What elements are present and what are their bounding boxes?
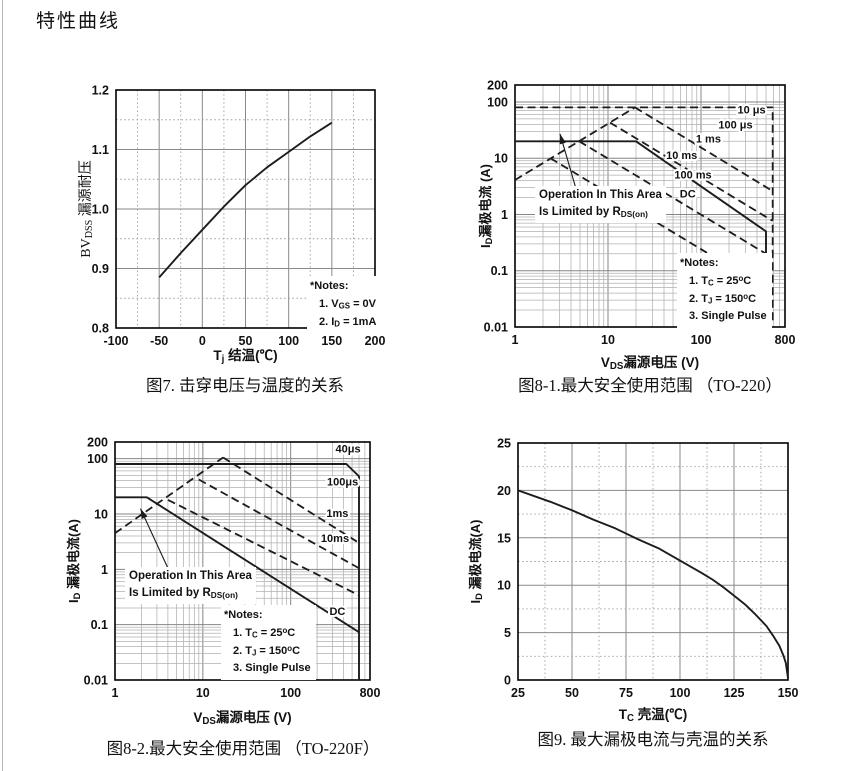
svg-text:10: 10 xyxy=(94,508,108,522)
figure7-plot: -100 -50 0 50 100 150 200 1.2 1.1 1.0 0.9 0.8 xyxy=(92,84,386,349)
svg-text:100: 100 xyxy=(280,686,301,700)
figure8-1-soa-to220-chart: 10 μs 100 μs 1 ms 10 ms 100 ms DC 1 10 100 800 200… xyxy=(445,67,847,402)
svg-text:100: 100 xyxy=(670,686,691,700)
figure8-2-notes: *Notes: 1. TC = 25oC 2. TJ = 150oC 3. Singl… xyxy=(221,605,316,681)
text-line: 2. ID = 1mA xyxy=(319,315,377,329)
text-line: *Notes: xyxy=(310,280,349,292)
text-line: 2. TJ = 150oC xyxy=(233,643,301,658)
figure8-1-notes: *Notes: 1. TC = 25oC 2. TJ = 150oC 3. Singl… xyxy=(677,253,772,329)
svg-text:1: 1 xyxy=(501,208,508,222)
page-left-border xyxy=(2,0,3,771)
figure9-x-axis-label: TC 壳温(℃) xyxy=(618,707,688,725)
svg-text:150: 150 xyxy=(321,334,342,348)
figure8-2-soa-to220f-chart: 40μs 100μs 1ms 10ms DC 1 10 100 800 200 100 10 1 0.1 0… xyxy=(35,424,400,771)
svg-text:DC: DC xyxy=(680,189,696,201)
figure7-notes: *Notes: 1. VGS = 0V 2. ID = 1mA xyxy=(307,276,382,334)
figure7-x-axis-label: Tj 结温(℃) xyxy=(213,348,278,366)
svg-text:0: 0 xyxy=(504,674,511,688)
svg-text:100: 100 xyxy=(278,334,299,348)
svg-text:1ms: 1ms xyxy=(326,508,348,520)
text-line: 1. TC = 25oC xyxy=(689,274,752,288)
svg-text:200: 200 xyxy=(487,79,508,93)
figure8-1-operation-area-annotation: Operation In This Area Is Limited by RDS(… xyxy=(535,186,666,223)
svg-text:-50: -50 xyxy=(150,334,168,348)
svg-text:50: 50 xyxy=(239,334,253,348)
svg-text:100: 100 xyxy=(87,452,108,466)
svg-text:1: 1 xyxy=(512,333,519,347)
svg-text:10: 10 xyxy=(196,686,210,700)
svg-text:10 μs: 10 μs xyxy=(738,105,766,117)
text-line: Operation In This Area xyxy=(129,570,252,582)
svg-text:15: 15 xyxy=(497,531,511,545)
svg-text:25: 25 xyxy=(511,686,525,700)
svg-text:800: 800 xyxy=(360,686,381,700)
svg-text:100 μs: 100 μs xyxy=(718,119,752,131)
page-title: 特性曲线 xyxy=(36,11,121,32)
svg-text:100μs: 100μs xyxy=(327,476,358,488)
svg-text:75: 75 xyxy=(619,686,633,700)
svg-text:20: 20 xyxy=(497,484,511,498)
svg-text:1.2: 1.2 xyxy=(92,84,109,98)
svg-text:40μs: 40μs xyxy=(336,443,361,455)
svg-text:1: 1 xyxy=(112,686,119,700)
svg-text:1.1: 1.1 xyxy=(92,143,109,157)
text-line: 1. TC = 25oC xyxy=(233,626,296,640)
svg-text:10: 10 xyxy=(601,333,615,347)
figure9-drain-current-vs-case-temp-chart: 25 50 75 100 125 150 25 20 15 10 5 0 ID 漏极电流(A) TC … xyxy=(445,425,847,771)
figure8-1-y-axis-label: ID漏极电流 (A) xyxy=(478,163,495,249)
svg-text:-100: -100 xyxy=(103,334,128,348)
svg-text:100 ms: 100 ms xyxy=(674,169,711,181)
svg-text:0.1: 0.1 xyxy=(491,264,508,278)
svg-text:10 ms: 10 ms xyxy=(666,150,697,162)
svg-text:100: 100 xyxy=(487,95,508,109)
figure8-1-caption: 图8-1.最大安全使用范围 （TO-220） xyxy=(518,376,782,395)
text-line: 3. Single Pulse xyxy=(689,310,767,323)
figure7-y-axis-label: BVDSS 漏源耐压 xyxy=(79,160,96,258)
figure8-2-plot: 40μs 100μs 1ms 10ms DC 1 10 100 800 200 100 10 1 0.1 0… xyxy=(84,436,381,701)
figure7-caption: 图7. 击穿电压与温度的关系 xyxy=(146,376,344,395)
svg-text:0.01: 0.01 xyxy=(484,321,508,335)
svg-text:10: 10 xyxy=(494,152,508,166)
svg-text:1.0: 1.0 xyxy=(92,203,109,217)
svg-text:1 ms: 1 ms xyxy=(696,134,721,146)
figure7-breakdown-voltage-chart: -100 -50 0 50 100 150 200 1.2 1.1 1.0 0.9 0.8 BVDSS… xyxy=(35,72,400,402)
text-line: Is Limited by RDS(on) xyxy=(129,587,238,601)
svg-text:200: 200 xyxy=(87,436,108,450)
svg-text:125: 125 xyxy=(724,686,745,700)
svg-text:10ms: 10ms xyxy=(321,533,349,545)
svg-text:200: 200 xyxy=(365,334,386,348)
text-line: Operation In This Area xyxy=(539,189,662,201)
figure9-y-axis-label: ID 漏极电流(A) xyxy=(468,519,485,604)
figure8-2-caption: 图8-2.最大安全使用范围 （TO-220F） xyxy=(106,739,380,758)
svg-text:800: 800 xyxy=(775,333,796,347)
text-line: *Notes: xyxy=(224,609,263,621)
text-line: 3. Single Pulse xyxy=(233,662,311,675)
figure8-2-operation-area-annotation: Operation In This Area Is Limited by RDS(… xyxy=(125,567,256,604)
svg-text:1: 1 xyxy=(101,563,108,577)
figure8-2-x-axis-label: VDS漏源电压 (V) xyxy=(193,710,292,728)
text-line: *Notes: xyxy=(680,257,719,269)
svg-text:10: 10 xyxy=(497,579,511,593)
figure8-2-y-axis-label: ID 漏极电流(A) xyxy=(66,518,83,604)
svg-text:0.9: 0.9 xyxy=(92,262,109,276)
svg-text:0.8: 0.8 xyxy=(92,322,109,336)
svg-text:0.1: 0.1 xyxy=(91,618,108,632)
figure9-caption: 图9. 最大漏极电流与壳温的关系 xyxy=(537,730,769,749)
svg-text:5: 5 xyxy=(504,626,511,640)
svg-text:25: 25 xyxy=(497,437,511,451)
text-line: 1. VGS = 0V xyxy=(319,297,377,311)
figure8-1-x-axis-label: VDS漏源电压 (V) xyxy=(600,355,700,373)
svg-text:150: 150 xyxy=(778,686,799,700)
text-line: Is Limited by RDS(on) xyxy=(539,206,648,220)
svg-text:0.01: 0.01 xyxy=(84,674,108,688)
text-line: 2. TJ = 150oC xyxy=(689,291,757,306)
svg-text:50: 50 xyxy=(565,686,579,700)
svg-text:0: 0 xyxy=(199,334,206,348)
svg-text:DC: DC xyxy=(329,606,345,618)
svg-text:100: 100 xyxy=(691,333,712,347)
